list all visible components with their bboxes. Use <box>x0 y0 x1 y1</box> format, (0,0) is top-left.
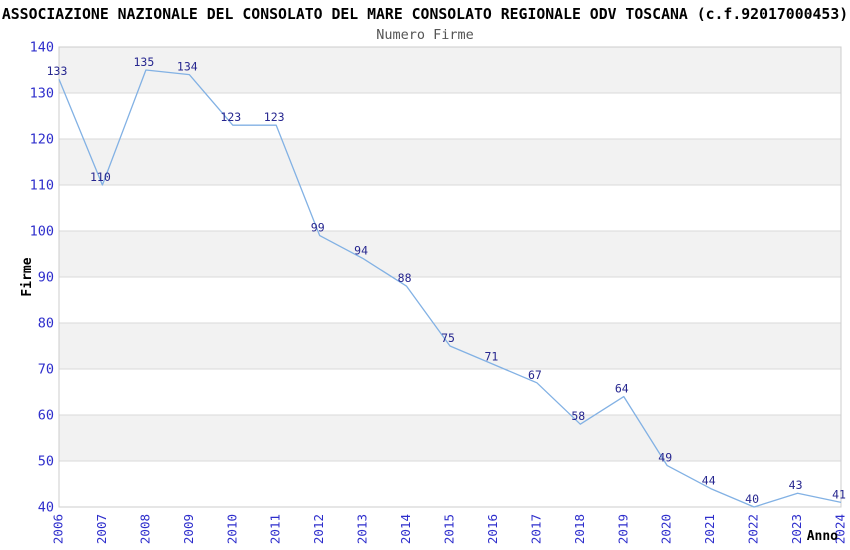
x-tick-label: 2014 <box>398 514 413 544</box>
x-tick-label: 2006 <box>51 514 66 544</box>
value-label: 123 <box>264 110 285 124</box>
value-label: 123 <box>220 110 241 124</box>
y-tick-label: 90 <box>38 270 54 286</box>
x-tick-label: 2023 <box>789 514 804 544</box>
plot-band <box>59 185 841 231</box>
value-label: 71 <box>484 349 498 363</box>
plot-band <box>59 47 841 93</box>
value-label: 67 <box>528 368 542 382</box>
x-tick-label: 2021 <box>702 514 717 544</box>
value-label: 43 <box>789 478 803 492</box>
x-tick-label: 2015 <box>442 514 457 544</box>
x-tick-label: 2013 <box>355 514 370 544</box>
plot-band <box>59 415 841 461</box>
value-label: 88 <box>398 271 412 285</box>
plot-band <box>59 139 841 185</box>
series-line <box>58 69 842 508</box>
value-label: 44 <box>702 474 716 488</box>
value-label: 49 <box>658 451 672 465</box>
x-tick-label: 2022 <box>746 514 761 544</box>
value-label: 135 <box>134 55 155 69</box>
value-label: 58 <box>571 409 585 423</box>
value-label: 134 <box>177 60 198 74</box>
y-tick-label: 40 <box>38 500 54 516</box>
x-tick-label: 2024 <box>833 514 848 544</box>
axis-ticks-layer: 40 50 60 70 80 90 100 110 120 130 140 2006 2007 2008 2… <box>30 40 848 545</box>
plot-band <box>59 461 841 507</box>
series-layer <box>58 69 842 508</box>
y-tick-label: 50 <box>38 454 54 470</box>
value-label: 40 <box>745 492 759 506</box>
plot-band <box>59 277 841 323</box>
y-tick-label: 80 <box>38 316 54 332</box>
value-labels-layer: 133 110 135 134 123 123 99 94 88 75 71 67 58 64 49 44 40… <box>47 55 846 506</box>
x-tick-label: 2012 <box>311 514 326 544</box>
y-tick-label: 70 <box>38 362 54 378</box>
y-tick-label: 60 <box>38 408 54 424</box>
y-tick-label: 120 <box>30 132 54 148</box>
y-tick-label: 140 <box>30 40 54 56</box>
x-tick-label: 2008 <box>137 514 152 544</box>
plot-band <box>59 369 841 415</box>
value-label: 99 <box>311 221 325 235</box>
chart-subtitle: Numero Firme <box>376 27 474 43</box>
y-tick-label: 100 <box>30 224 54 240</box>
plot-band <box>59 231 841 277</box>
x-axis-title: Anno <box>807 529 838 544</box>
y-tick-label: 130 <box>30 86 54 102</box>
plot-border-layer <box>58 46 842 508</box>
value-label: 110 <box>90 170 111 184</box>
plot-border <box>58 46 842 508</box>
x-tick-label: 2010 <box>224 514 239 544</box>
x-tick-label: 2007 <box>94 514 109 544</box>
value-label: 64 <box>615 382 629 396</box>
grid-lines <box>59 92 841 462</box>
x-tick-label: 2017 <box>528 514 543 544</box>
y-axis-title: Firme <box>20 257 35 296</box>
value-label: 133 <box>47 64 68 78</box>
y-tick-label: 110 <box>30 178 54 194</box>
x-tick-label: 2016 <box>485 514 500 544</box>
x-tick-label: 2019 <box>615 514 630 544</box>
plot-band <box>59 93 841 139</box>
value-label: 75 <box>441 331 455 345</box>
x-tick-label: 2018 <box>572 514 587 544</box>
x-tick-label: 2009 <box>181 514 196 544</box>
x-tick-label: 2011 <box>268 514 283 544</box>
x-tick-label: 2020 <box>659 514 674 544</box>
value-label: 41 <box>832 487 846 501</box>
value-label: 94 <box>354 244 368 258</box>
chart-title: ASSOCIAZIONE NAZIONALE DEL CONSOLATO DEL… <box>1 6 849 23</box>
